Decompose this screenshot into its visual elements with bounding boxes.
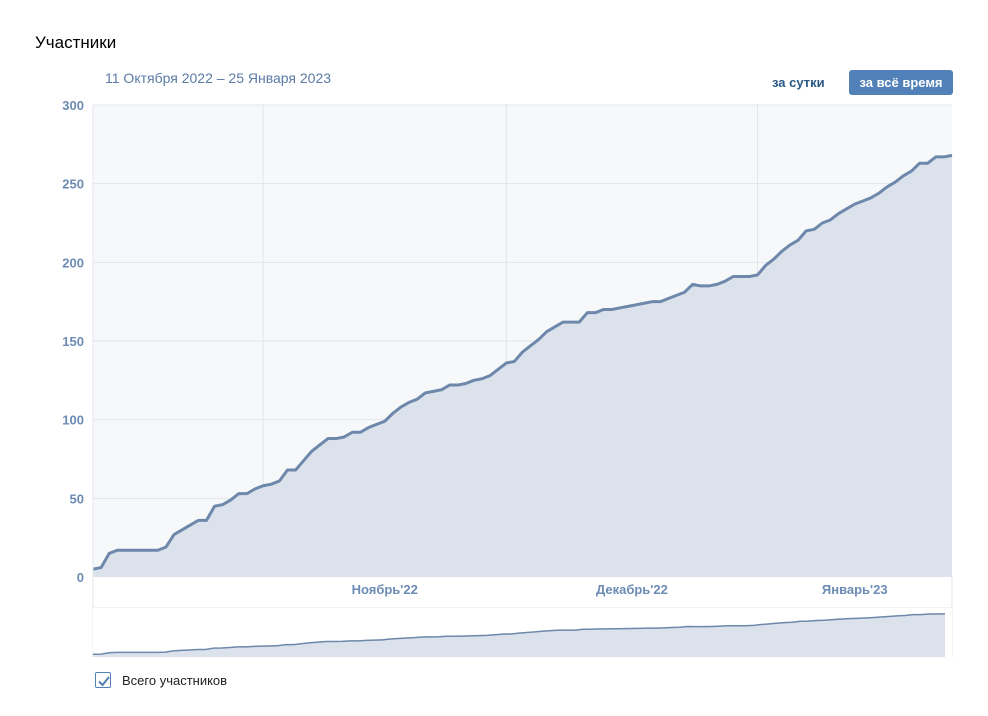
x-tick-label: Январь'23 [822,582,888,597]
date-range: 11 Октября 2022 – 25 Января 2023 [105,70,332,86]
y-tick-200: 200 [62,255,84,270]
overview-navigator[interactable] [92,608,952,657]
x-tick-label: Ноябрь'22 [352,582,418,597]
overview-line [92,613,946,655]
legend-item[interactable]: Всего участников [95,670,227,690]
y-tick-150: 150 [62,334,84,349]
series-line [92,153,953,571]
all-time-button[interactable]: за всё время [849,70,953,95]
y-tick-50: 50 [70,491,84,506]
y-tick-0: 0 [77,570,84,585]
series-area [93,155,952,577]
chart-title: Участники [35,33,117,52]
overview-area [93,613,945,657]
y-axis: 0 50 100 150 200 250 300 [62,98,84,585]
legend-label: Всего участников [122,672,228,688]
y-tick-300: 300 [62,98,84,113]
x-tick-label: Декабрь'22 [596,582,668,597]
legend-checkbox[interactable] [95,672,111,688]
y-tick-250: 250 [62,177,84,192]
month-strip [93,577,952,608]
per-day-button[interactable]: за сутки [762,70,835,95]
x-axis: Ноябрь'22 Декабрь'22 Январь'23 [352,582,888,597]
y-tick-100: 100 [62,413,84,428]
checkmark-icon [98,676,110,687]
